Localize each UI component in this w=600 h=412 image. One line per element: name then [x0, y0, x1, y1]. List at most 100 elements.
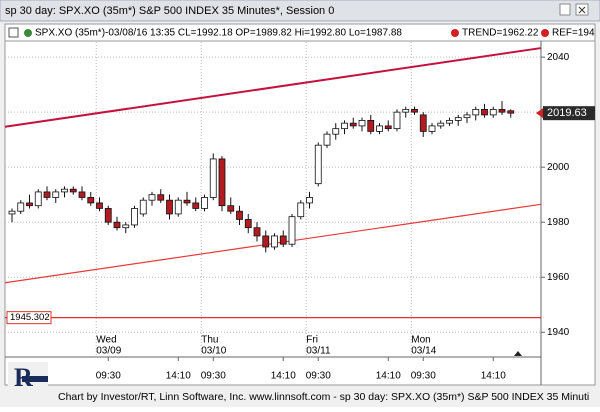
- down-candle: [507, 110, 515, 114]
- up-candle: [297, 202, 305, 218]
- up-candle: [8, 210, 16, 215]
- trend-line: [4, 47, 542, 128]
- x-tick-label: 14:10: [376, 371, 401, 382]
- down-candle: [43, 191, 51, 198]
- down-candle: [192, 202, 200, 209]
- up-candle: [358, 120, 366, 127]
- down-candle: [244, 219, 252, 229]
- price-label-box: [543, 106, 595, 121]
- up-candle: [332, 128, 340, 135]
- up-candle: [376, 125, 383, 132]
- up-candle: [341, 122, 348, 130]
- x-tick-label: 09:30: [306, 371, 331, 382]
- up-candle: [17, 202, 25, 212]
- down-candle: [384, 125, 392, 130]
- down-candle: [498, 109, 506, 113]
- down-candle: [419, 114, 427, 132]
- down-candle: [87, 197, 95, 204]
- up-candle: [393, 111, 401, 130]
- down-candle: [279, 235, 287, 245]
- scroll-marker: [514, 351, 522, 356]
- up-candle: [402, 109, 410, 113]
- up-candle: [52, 191, 60, 198]
- down-candle: [218, 158, 226, 207]
- ref-text: REF=194: [552, 28, 595, 39]
- up-candle: [131, 208, 138, 226]
- down-candle: [26, 202, 33, 207]
- up-candle: [454, 117, 462, 121]
- x-tick-label: 14:10: [166, 371, 191, 382]
- close-icon: [578, 6, 586, 14]
- checkbox[interactable]: [8, 27, 19, 38]
- y-tick-label: 1960: [547, 272, 570, 283]
- y-tick-label: 2000: [547, 162, 570, 173]
- down-candle: [349, 122, 357, 127]
- up-candle: [148, 194, 156, 201]
- trend-dot: [451, 29, 459, 37]
- up-candle: [314, 144, 322, 185]
- x-tick-label: 14:10: [481, 371, 506, 382]
- up-candle: [428, 125, 436, 132]
- symbol-dot: [24, 29, 32, 37]
- down-candle: [157, 194, 165, 201]
- window-title: sp 30 day: SPX.XO (35m*) S&P 500 INDEX 3…: [5, 5, 334, 17]
- down-candle: [236, 210, 243, 220]
- down-candle: [183, 199, 191, 204]
- up-candle: [489, 109, 497, 116]
- ref-label-box: [6, 311, 52, 325]
- restore-button[interactable]: [559, 3, 571, 16]
- day-label: Mon: [411, 335, 430, 346]
- down-candle: [481, 109, 488, 116]
- up-candle: [201, 197, 208, 209]
- x-tick-label: 09:30: [411, 371, 436, 382]
- up-candle: [437, 122, 445, 127]
- down-candle: [113, 221, 121, 229]
- date-label: 03/11: [306, 346, 331, 357]
- down-candle: [262, 235, 270, 248]
- y-tick-label: 1980: [547, 217, 570, 228]
- up-candle: [139, 199, 147, 215]
- trend-text: TREND=1962.22: [462, 28, 539, 39]
- price-arrow: [536, 108, 543, 119]
- down-candle: [96, 202, 103, 209]
- up-candle: [288, 216, 296, 245]
- down-candle: [253, 227, 261, 237]
- x-tick-label: 09:30: [201, 371, 226, 382]
- down-candle: [78, 191, 86, 198]
- footer-text: Chart by Investor/RT, Linn Software, Inc…: [58, 391, 589, 403]
- down-candle: [104, 208, 112, 223]
- down-candle: [367, 120, 375, 132]
- ref-label: 1945.302: [10, 312, 50, 323]
- up-candle: [122, 224, 130, 229]
- title-bar: [0, 0, 600, 22]
- day-label: Thu: [201, 335, 218, 346]
- up-candle: [323, 133, 331, 146]
- up-candle: [306, 197, 313, 204]
- y-tick-label: 2040: [547, 52, 570, 63]
- x-tick-label: 09:30: [96, 371, 121, 382]
- x-tick-label: 14:10: [271, 371, 296, 382]
- up-candle: [34, 191, 42, 207]
- logo: R: [8, 362, 48, 402]
- down-candle: [166, 199, 173, 215]
- up-candle: [446, 120, 453, 124]
- up-candle: [209, 158, 217, 198]
- up-candle: [174, 199, 182, 215]
- down-candle: [227, 205, 235, 212]
- day-label: Wed: [96, 335, 116, 346]
- last-price-label: 2019.63: [547, 107, 587, 119]
- up-candle: [271, 235, 278, 248]
- up-candle: [472, 109, 480, 116]
- day-label: Fri: [306, 335, 318, 346]
- date-label: 03/14: [411, 346, 436, 357]
- y-tick-label: 1940: [547, 327, 570, 338]
- down-candle: [69, 188, 77, 193]
- date-label: 03/09: [96, 346, 121, 357]
- info-text: SPX.XO (35m*)-03/08/16 13:35 CL=1992.18 …: [35, 28, 402, 39]
- up-candle: [61, 188, 68, 193]
- up-candle: [463, 114, 471, 119]
- date-label: 03/10: [201, 346, 226, 357]
- down-candle: [411, 109, 418, 113]
